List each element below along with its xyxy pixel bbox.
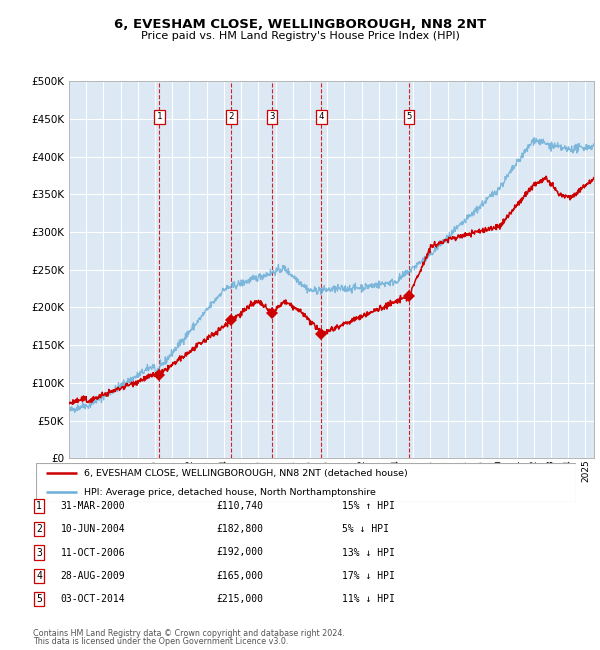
Text: 17% ↓ HPI: 17% ↓ HPI: [342, 571, 395, 581]
Text: £110,740: £110,740: [217, 500, 263, 511]
Text: £215,000: £215,000: [217, 594, 263, 604]
Text: 03-OCT-2014: 03-OCT-2014: [61, 594, 125, 604]
Text: 3: 3: [36, 547, 42, 558]
Text: 10-JUN-2004: 10-JUN-2004: [61, 524, 125, 534]
Text: 2: 2: [36, 524, 42, 534]
Text: 5: 5: [36, 594, 42, 604]
Text: 31-MAR-2000: 31-MAR-2000: [61, 500, 125, 511]
Text: Contains HM Land Registry data © Crown copyright and database right 2024.: Contains HM Land Registry data © Crown c…: [33, 629, 345, 638]
Text: 11% ↓ HPI: 11% ↓ HPI: [342, 594, 395, 604]
Text: 1: 1: [36, 500, 42, 511]
Text: 4: 4: [319, 112, 324, 121]
Text: 6, EVESHAM CLOSE, WELLINGBOROUGH, NN8 2NT (detached house): 6, EVESHAM CLOSE, WELLINGBOROUGH, NN8 2N…: [83, 469, 407, 478]
Text: £192,000: £192,000: [217, 547, 263, 558]
Text: 4: 4: [36, 571, 42, 581]
Text: 28-AUG-2009: 28-AUG-2009: [61, 571, 125, 581]
Text: 3: 3: [269, 112, 274, 121]
Text: 1: 1: [157, 112, 162, 121]
Text: 15% ↑ HPI: 15% ↑ HPI: [342, 500, 395, 511]
Text: 11-OCT-2006: 11-OCT-2006: [61, 547, 125, 558]
FancyBboxPatch shape: [36, 463, 576, 502]
Text: £182,800: £182,800: [217, 524, 263, 534]
Text: HPI: Average price, detached house, North Northamptonshire: HPI: Average price, detached house, Nort…: [83, 488, 376, 497]
Text: 6, EVESHAM CLOSE, WELLINGBOROUGH, NN8 2NT: 6, EVESHAM CLOSE, WELLINGBOROUGH, NN8 2N…: [114, 18, 486, 31]
Text: 5: 5: [406, 112, 412, 121]
Text: This data is licensed under the Open Government Licence v3.0.: This data is licensed under the Open Gov…: [33, 637, 289, 646]
Text: £165,000: £165,000: [217, 571, 263, 581]
Text: 2: 2: [229, 112, 234, 121]
Text: 5% ↓ HPI: 5% ↓ HPI: [342, 524, 389, 534]
Text: Price paid vs. HM Land Registry's House Price Index (HPI): Price paid vs. HM Land Registry's House …: [140, 31, 460, 40]
Text: 13% ↓ HPI: 13% ↓ HPI: [342, 547, 395, 558]
